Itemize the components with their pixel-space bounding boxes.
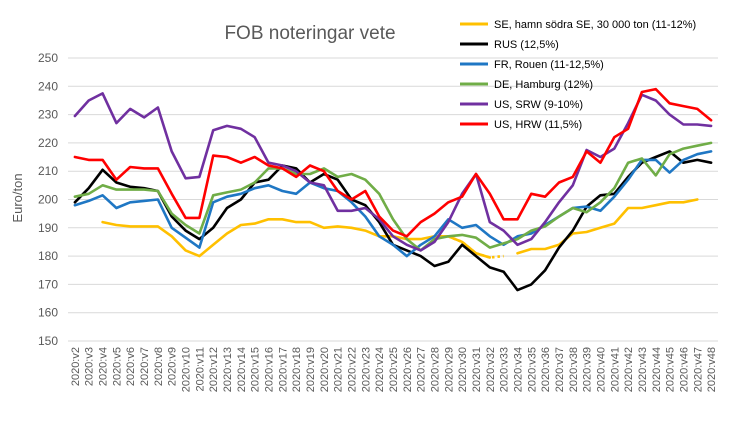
series-line <box>73 87 713 238</box>
x-tick-label: 2020:v44 <box>651 347 663 392</box>
legend-item: FR, Rouen (11-12,5%) <box>460 59 604 71</box>
x-tick-label: 2020:v26 <box>402 347 414 392</box>
series-path <box>73 150 713 258</box>
x-tick-label: 2020:v37 <box>554 347 566 392</box>
series-path <box>73 87 713 238</box>
legend: SE, hamn södra SE, 30 000 ton (11-12%) RU… <box>460 19 696 131</box>
y-tick-label: 230 <box>38 108 58 122</box>
x-tick-label: 2020:v31 <box>471 347 483 392</box>
x-ticks: 2020:v2 2020:v3 2020:v4 2020:v5 2020:v6 2020:… <box>70 347 718 392</box>
series-line <box>101 198 699 259</box>
y-tick-label: 220 <box>38 136 58 150</box>
x-tick-label: 2020:v5 <box>111 347 123 386</box>
series-path <box>516 198 699 255</box>
series <box>73 87 713 292</box>
x-tick-label: 2020:v23 <box>360 347 372 392</box>
series-path <box>101 218 492 259</box>
x-tick-label: 2020:v24 <box>374 347 386 392</box>
x-tick-label: 2020:v46 <box>678 347 690 392</box>
x-tick-label: 2020:v6 <box>125 347 137 386</box>
x-tick-label: 2020:v39 <box>582 347 594 392</box>
x-tick-label: 2020:v16 <box>264 347 276 392</box>
x-tick-label: 2020:v25 <box>388 347 400 392</box>
x-tick-label: 2020:v13 <box>222 347 234 392</box>
x-tick-label: 2020:v35 <box>526 347 538 392</box>
x-tick-label: 2020:v30 <box>457 347 469 392</box>
legend-label: US, HRW (11,5%) <box>494 119 582 131</box>
x-tick-label: 2020:v4 <box>98 347 110 386</box>
x-tick-label: 2020:v21 <box>333 347 345 392</box>
series-line <box>73 150 713 258</box>
x-tick-label: 2020:v9 <box>167 347 179 386</box>
y-axis-label: Euro/ton <box>10 173 25 222</box>
legend-label: SE, hamn södra SE, 30 000 ton (11-12%) <box>494 19 696 31</box>
y-tick-label: 240 <box>38 79 58 93</box>
y-tick-label: 250 <box>38 51 58 65</box>
x-tick-label: 2020:v40 <box>595 347 607 392</box>
x-tick-label: 2020:v11 <box>194 347 206 391</box>
y-ticks: 150 160 170 180 190 200 210 220 230 240 250 <box>38 51 58 348</box>
x-tick-label: 2020:v28 <box>429 347 441 392</box>
series-path-dotted <box>447 235 504 259</box>
y-tick-label: 180 <box>38 249 58 263</box>
x-tick-label: 2020:v34 <box>512 347 524 392</box>
y-tick-label: 170 <box>38 277 58 291</box>
x-tick-label: 2020:v27 <box>416 347 428 392</box>
x-tick-label: 2020:v15 <box>250 347 262 392</box>
legend-item: DE, Hamburg (12%) <box>460 79 593 91</box>
x-tick-label: 2020:v10 <box>181 347 193 392</box>
x-tick-label: 2020:v33 <box>499 347 511 392</box>
x-tick-label: 2020:v22 <box>347 347 359 392</box>
y-tick-label: 210 <box>38 164 58 178</box>
legend-item: US, SRW (9-10%) <box>460 99 583 111</box>
y-tick-label: 190 <box>38 221 58 235</box>
legend-label: RUS (12,5%) <box>494 39 559 51</box>
legend-label: FR, Rouen (11-12,5%) <box>494 59 604 71</box>
x-tick-label: 2020:v3 <box>84 347 96 386</box>
x-tick-label: 2020:v38 <box>568 347 580 392</box>
series-line <box>73 141 713 252</box>
x-tick-label: 2020:v36 <box>540 347 552 392</box>
legend-label: DE, Hamburg (12%) <box>494 79 593 91</box>
legend-item: US, HRW (11,5%) <box>460 119 582 131</box>
x-tick-label: 2020:v47 <box>692 347 704 392</box>
legend-item: SE, hamn södra SE, 30 000 ton (11-12%) <box>460 19 696 31</box>
x-tick-label: 2020:v45 <box>665 347 677 392</box>
x-tick-label: 2020:v17 <box>277 347 289 392</box>
series-path <box>73 141 713 252</box>
x-tick-label: 2020:v20 <box>319 347 331 392</box>
chart-title: FOB noteringar vete <box>224 23 395 44</box>
legend-label: US, SRW (9-10%) <box>494 99 583 111</box>
x-tick-label: 2020:v12 <box>208 347 220 392</box>
x-tick-label: 2020:v41 <box>609 347 621 392</box>
x-tick-label: 2020:v42 <box>623 347 635 392</box>
x-tick-label: 2020:v48 <box>706 347 718 392</box>
x-tick-label: 2020:v18 <box>291 347 303 392</box>
grid <box>68 57 718 342</box>
x-tick-label: 2020:v19 <box>305 347 317 392</box>
x-tick-label: 2020:v8 <box>153 347 165 386</box>
y-tick-label: 160 <box>38 306 58 320</box>
x-tick-label: 2020:v2 <box>70 347 82 386</box>
y-tick-label: 150 <box>38 334 58 348</box>
x-tick-label: 2020:v32 <box>485 347 497 392</box>
legend-item: RUS (12,5%) <box>460 39 559 51</box>
x-tick-label: 2020:v43 <box>637 347 649 392</box>
x-tick-label: 2020:v7 <box>139 347 151 386</box>
y-tick-label: 200 <box>38 193 58 207</box>
x-tick-label: 2020:v14 <box>236 347 248 392</box>
x-tick-label: 2020:v29 <box>443 347 455 392</box>
